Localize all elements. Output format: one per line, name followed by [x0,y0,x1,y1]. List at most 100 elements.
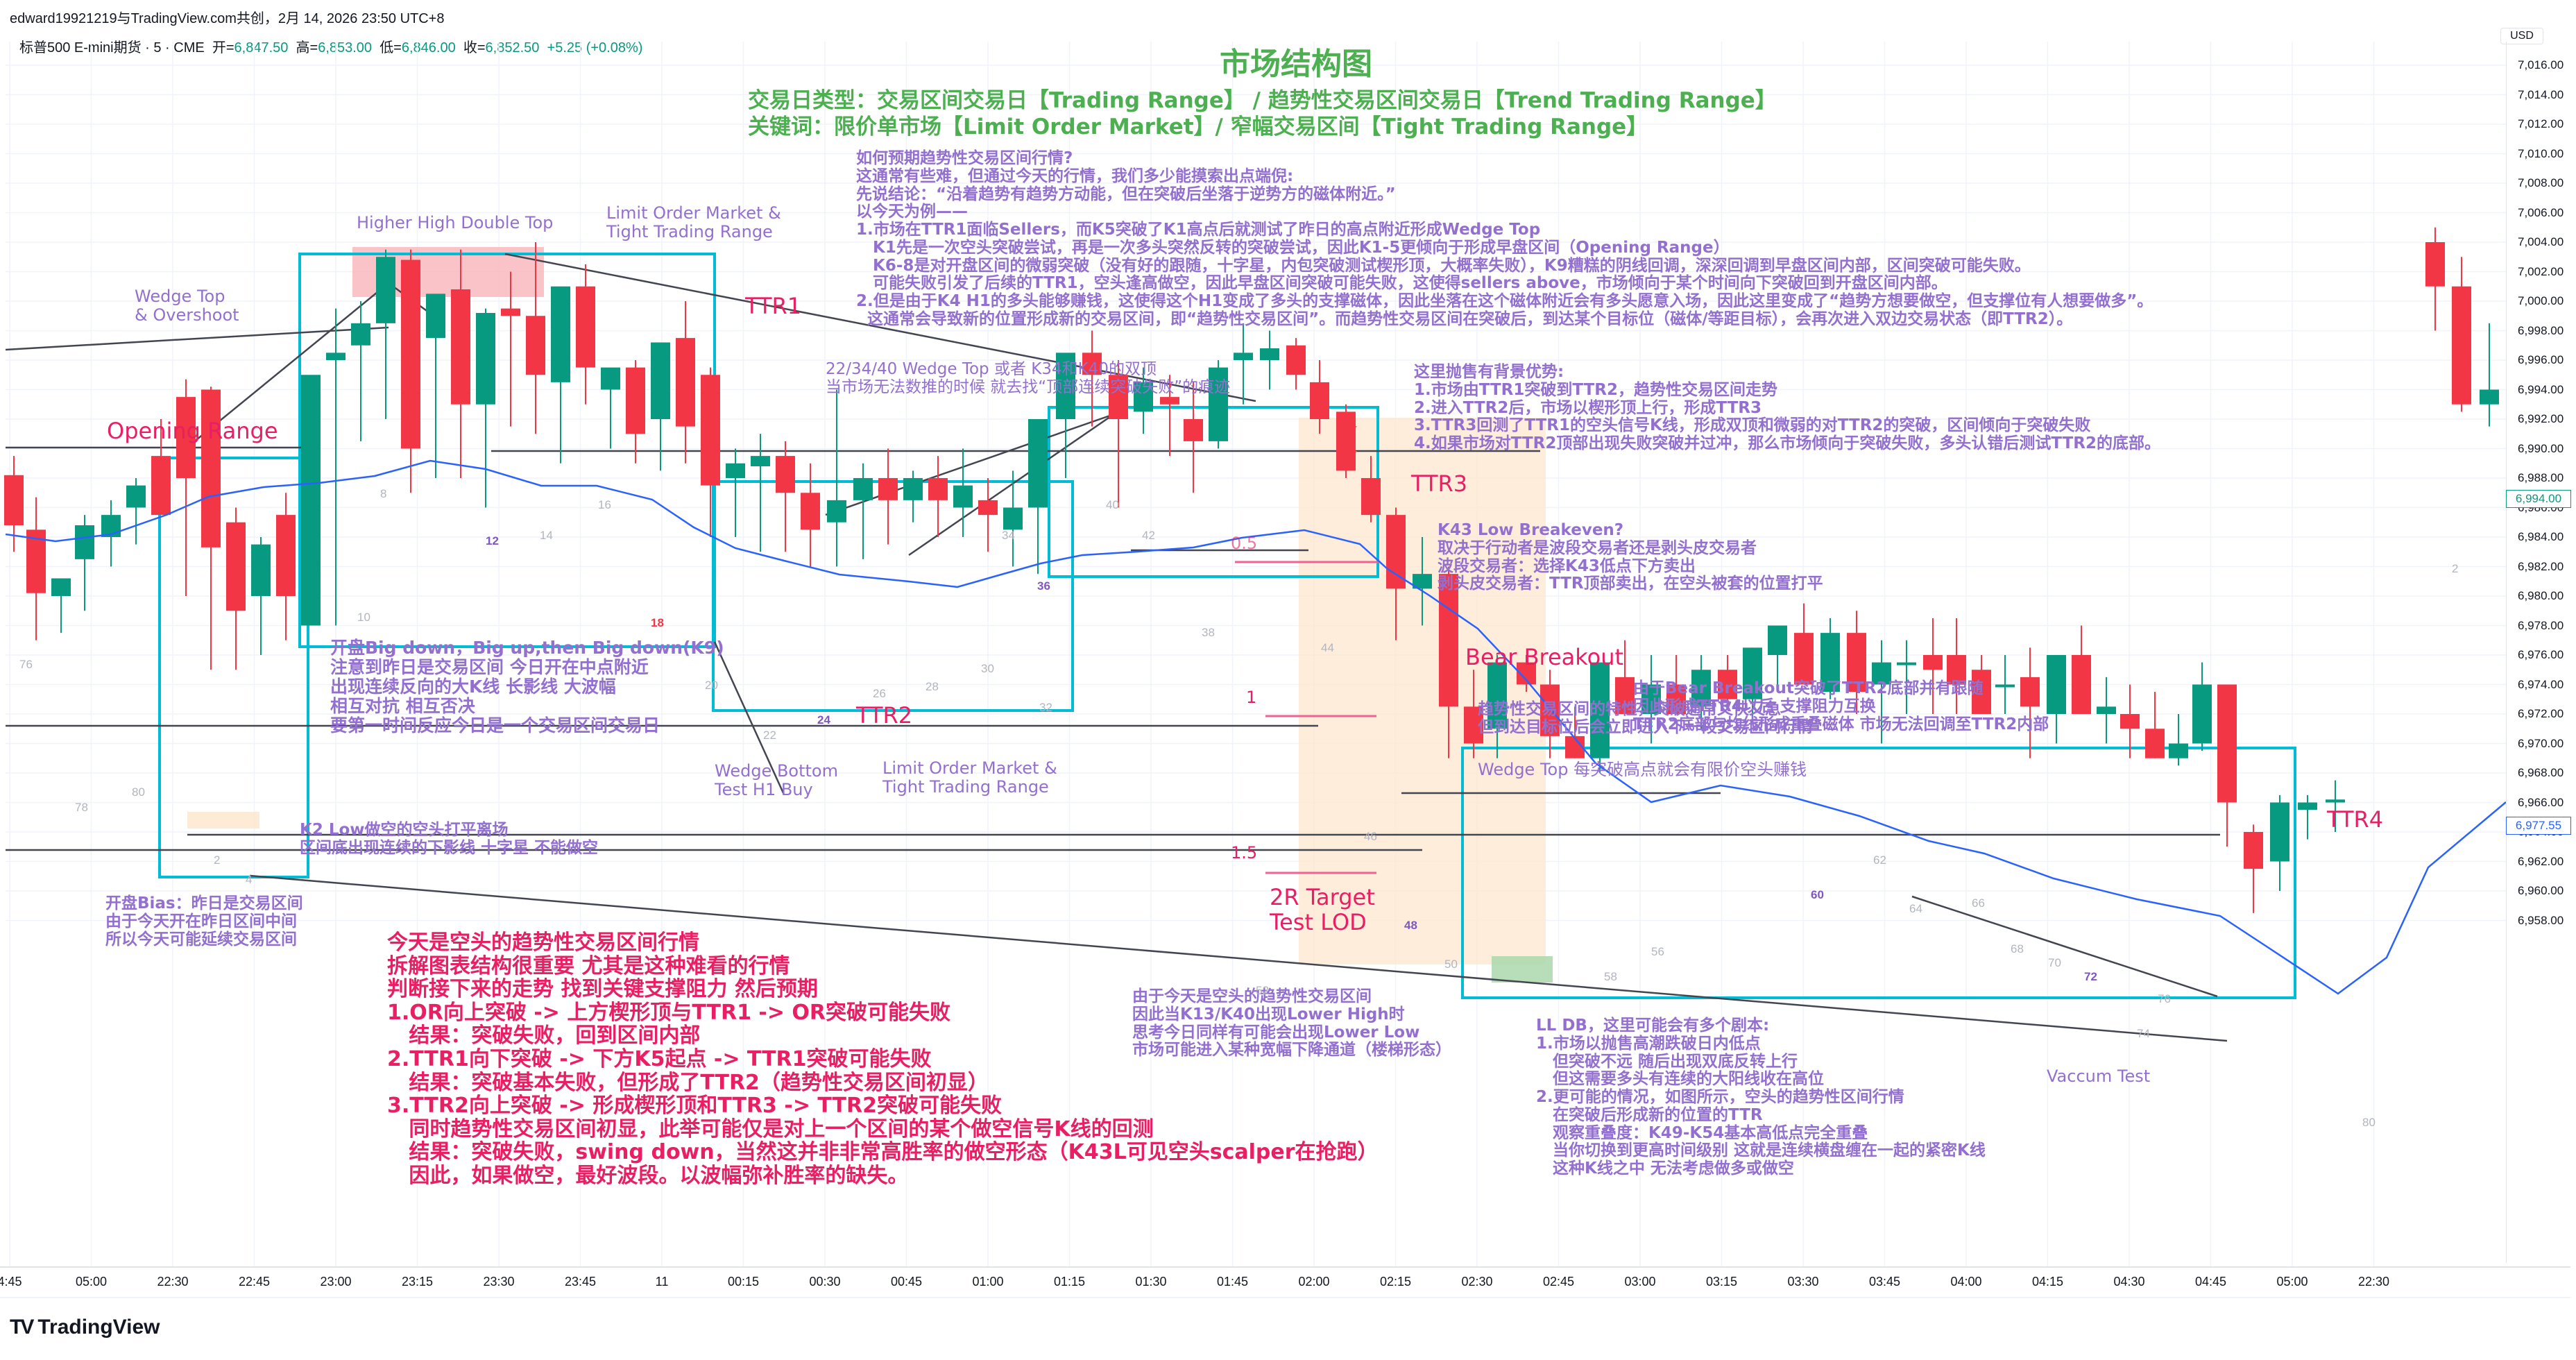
ll-db-zone [1492,956,1553,983]
time-tick: 01:00 [972,1275,1004,1289]
bar-number: 78 [75,801,88,814]
price-axis[interactable]: 7,016.00 7,014.00 7,012.00 7,010.00 7,008.00… [2506,42,2576,1263]
chart-title: 市场结构图 [1220,46,1372,82]
price-tick: 6,972.00 [2518,707,2564,720]
time-tick: 23:30 [483,1275,515,1289]
lower-high-note: 由于今天是空头的趋势性交易区间 因此当K13/K40出现Lower High时 … [1132,987,1451,1060]
bar-number: 8 [380,487,387,500]
time-tick: 00:15 [727,1275,760,1289]
bar-number: 36 [1037,579,1050,593]
ttr1-label: TTR1 [745,293,802,319]
summary-note: 今天是空头的趋势性交易区间行情 拆解图表结构很重要 尤其是这种难看的行情 判断接… [387,930,1379,1188]
time-tick: 4:45 [0,1275,22,1289]
bar-number: 20 [705,679,718,692]
bar-number: 56 [1651,945,1664,958]
price-tick: 6,962.00 [2518,854,2564,868]
low-value: 6,846.00 [401,40,456,56]
time-tick: 03:30 [1787,1275,1819,1289]
tradingview-wordmark: TradingView [37,1316,160,1338]
symbol-legend: 标普500 E-mini期货 · 5 · CME 开=6,847.50 高=6,… [19,36,642,56]
time-tick: 04:45 [2194,1275,2227,1289]
bar-number: 68 [2011,942,2024,955]
time-tick: 22:45 [238,1275,271,1289]
price-tick: 6,978.00 [2518,618,2564,632]
fib-0-5-label: 0.5 [1231,534,1258,553]
ttr4-box [1461,747,2296,999]
bar-number: 10 [357,611,370,624]
time-tick: 01:30 [1135,1275,1167,1289]
time-tick: 23:00 [320,1275,352,1289]
price-tick: 6,982.00 [2518,559,2564,573]
price-tick: 6,970.00 [2518,736,2564,750]
vaccum-test-label: Vaccum Test [2047,1066,2151,1086]
price-tick: 6,992.00 [2518,412,2564,425]
bar-number: 24 [817,713,830,726]
time-tick: 11 [655,1275,669,1289]
time-tick: 22:30 [157,1275,189,1289]
bar-number: 14 [540,529,553,542]
change-value: +5.25 (+0.08%) [547,40,643,56]
opening-range-box [158,457,309,878]
time-axis[interactable]: 4:45 05:00 22:30 22:45 23:00 23:15 23:30 23:45 1… [0,1266,2570,1298]
bar-number: 80 [2362,1116,2375,1129]
price-tick: 6,968.00 [2518,766,2564,779]
price-tick: 7,016.00 [2518,58,2564,71]
time-tick: 03:00 [1624,1275,1656,1289]
bar-number: 70 [2048,956,2061,969]
target-2r-label: 2R Target Test LOD [1270,884,1375,935]
sell-advantage-note: 这里抛售有背景优势: 1.市场由TTR1突破到TTR2，趋势性交易区间走势 2.… [1414,363,2160,452]
bar-number: 66 [1972,896,1985,910]
time-tick: 00:30 [809,1275,841,1289]
price-tick: 6,994.00 [2518,382,2564,396]
fib-lines [1235,561,1381,874]
open-bias-note: 开盘Bias：昨日是交易区间 由于今天开在昨日区间中间 所以今天可能延续交易区间 [105,894,303,949]
limit-order-label-2: Limit Order Market & Tight Trading Range [882,758,1057,797]
bar-number: 58 [1604,970,1617,983]
time-tick: 01:15 [1053,1275,1086,1289]
high-label: 高= [296,40,318,56]
tradingview-icon: TV [10,1316,34,1338]
wedge-bottom-label: Wedge Bottom Test H1 Buy [715,761,838,799]
currency-button[interactable]: USD [2500,28,2543,44]
bar-number: 52 [1256,984,1269,997]
wedge-top-each-note: Wedge Top 每突破高点就会有限价空头赚钱 [1478,760,1807,779]
candlesticks [4,227,2499,913]
ema-line [5,459,2507,995]
bar-number: 2 [2452,562,2459,575]
higher-high-double-top-label: Higher High Double Top [357,213,554,232]
bar-number: 32 [1039,701,1052,714]
price-tick: 6,990.00 [2518,441,2564,455]
symbol-name[interactable]: 标普500 E-mini期货 · 5 · CME [19,40,205,56]
fib-1-5-label: 1.5 [1231,843,1258,862]
time-tick: 23:45 [564,1275,597,1289]
time-tick: 04:15 [2031,1275,2064,1289]
bar-number: 64 [1909,902,1922,915]
bar-number: 72 [2084,970,2097,983]
last-price-tag: 6,994.00 [2506,490,2571,508]
bar-number: 42 [1142,529,1155,542]
bar-number: 76 [19,658,33,671]
bar-number: 16 [598,498,611,511]
price-tick: 7,010.00 [2518,146,2564,160]
ttr-property-note: 趋势性交易区间的特性，突破通常又快又急 但到达目标位后会立即进入下一段交易区间行… [1478,700,1813,736]
bar-number: 46 [1364,830,1377,843]
ll-db-note: LL DB，这里可能会有多个剧本: 1.市场以抛售高潮跌破日内低点 但突破不远 … [1536,1017,1986,1178]
time-tick: 05:00 [2276,1275,2308,1289]
time-tick: 03:45 [1868,1275,1901,1289]
price-tick: 6,966.00 [2518,795,2564,809]
bar-number: 48 [1404,919,1417,932]
price-tick: 6,998.00 [2518,323,2564,337]
bar-number: 44 [1321,641,1334,654]
price-tick: 7,008.00 [2518,176,2564,189]
bar-number: 60 [1811,888,1824,901]
time-tick: 02:15 [1379,1275,1412,1289]
price-tick: 6,958.00 [2518,913,2564,927]
price-tick: 7,012.00 [2518,117,2564,130]
time-tick: 04:00 [1950,1275,1982,1289]
tradingview-logo[interactable]: TV TradingView [10,1316,160,1339]
price-tick: 7,014.00 [2518,87,2564,101]
time-tick: 22:30 [2357,1275,2390,1289]
bar-number: 34 [1002,529,1015,542]
wedge-note: 22/34/40 Wedge Top 或者 K34和K40的双顶 当市场无法数推… [826,360,1231,396]
